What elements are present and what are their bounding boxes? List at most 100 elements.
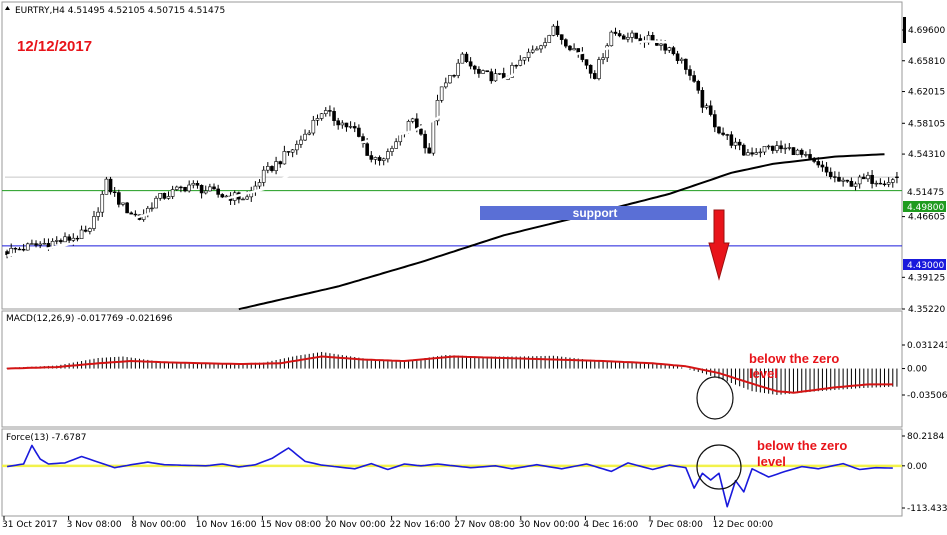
candle-body — [63, 236, 67, 243]
axis-ticks-group: 4.69600 4.65810 4.62015 4.58105 4.54310 4.466… — [2, 17, 947, 530]
candle — [67, 234, 71, 245]
candle — [737, 139, 742, 151]
candle-body — [34, 243, 38, 246]
candle — [456, 59, 461, 79]
date-label: 12/12/2017 — [17, 38, 92, 55]
candle — [361, 133, 365, 148]
candle-body — [456, 62, 461, 76]
candle-body — [96, 211, 100, 217]
candle-body — [352, 126, 357, 129]
down-arrow-icon — [708, 209, 730, 281]
candle-body — [361, 136, 365, 145]
candle — [212, 183, 216, 190]
candle-body — [369, 155, 374, 160]
candle-body — [820, 164, 825, 168]
candle-body — [568, 45, 572, 51]
force-highlight-ellipse — [696, 444, 742, 490]
candle — [837, 171, 841, 182]
candle-body — [700, 90, 705, 108]
candle-body — [770, 145, 775, 151]
candle — [303, 129, 307, 142]
candle-body — [837, 176, 841, 182]
candle-body — [224, 195, 229, 198]
candle — [286, 151, 291, 156]
candle — [431, 119, 436, 156]
candle — [704, 103, 709, 110]
candle — [266, 162, 270, 174]
candle-body — [199, 185, 204, 194]
candle — [452, 74, 456, 78]
time-axis-label: 4 Dec 16:00 — [583, 520, 638, 530]
candle-body — [117, 192, 121, 205]
candle-body — [294, 143, 299, 151]
candle — [630, 30, 634, 43]
candle — [886, 177, 891, 188]
candle — [597, 56, 601, 81]
candle — [79, 225, 84, 239]
candle — [878, 178, 883, 185]
price-axis-label: 4.35220 — [908, 305, 945, 315]
candle — [315, 114, 320, 126]
candle — [129, 211, 134, 215]
candle-body — [92, 216, 96, 229]
macd-highlight-ellipse — [696, 376, 734, 420]
price-axis-label: 4.65810 — [908, 57, 945, 67]
candle-body — [448, 75, 452, 84]
candle — [25, 242, 30, 253]
candle — [179, 185, 183, 193]
candle — [555, 20, 560, 37]
candle-body — [336, 120, 340, 126]
candle — [319, 113, 324, 121]
candle-body — [286, 151, 291, 153]
candle-body — [605, 45, 610, 59]
candle — [713, 110, 717, 133]
candle-body — [435, 100, 440, 122]
candle — [386, 148, 390, 163]
candle — [568, 45, 572, 52]
target-price-text: 4.43000 — [907, 261, 944, 271]
candle-body — [572, 48, 576, 51]
candle-body — [783, 147, 787, 150]
macd-note-line2: level — [749, 366, 778, 381]
time-axis-label: 31 Oct 2017 — [2, 520, 58, 530]
support-price-badge — [903, 201, 946, 212]
candle-body — [406, 121, 411, 133]
current-price-badge — [903, 186, 946, 197]
candle — [394, 138, 398, 149]
candle — [154, 195, 158, 209]
candle-body — [166, 196, 171, 199]
candle — [307, 130, 312, 136]
candle — [741, 143, 746, 156]
candle-body — [377, 157, 382, 161]
candle — [448, 74, 452, 84]
candle-body — [71, 237, 76, 241]
candle-body — [667, 47, 672, 51]
candle-body — [88, 228, 92, 232]
candle-body — [315, 118, 320, 121]
candle — [88, 227, 92, 235]
candle-body — [13, 247, 18, 250]
candle-body — [54, 240, 59, 242]
candle-body — [588, 64, 593, 74]
collapse-triangle-icon[interactable] — [5, 6, 10, 10]
candle — [543, 37, 547, 49]
candle — [294, 140, 299, 155]
candle-body — [866, 174, 870, 180]
candle — [261, 166, 266, 187]
symbol-info: EURTRY,H4 4.51495 4.52105 4.50715 4.5147… — [15, 6, 225, 16]
candle — [390, 145, 394, 156]
candle — [841, 177, 845, 187]
candle — [92, 210, 96, 231]
candle-body — [208, 186, 212, 192]
candle — [754, 148, 759, 155]
candle — [547, 34, 552, 43]
candle-body — [125, 202, 129, 214]
candle-body — [535, 48, 539, 51]
candle — [282, 145, 287, 165]
candle — [766, 144, 771, 150]
candle-body — [477, 68, 481, 74]
candle-body — [112, 191, 117, 194]
candle — [357, 124, 361, 138]
candle — [750, 147, 754, 157]
